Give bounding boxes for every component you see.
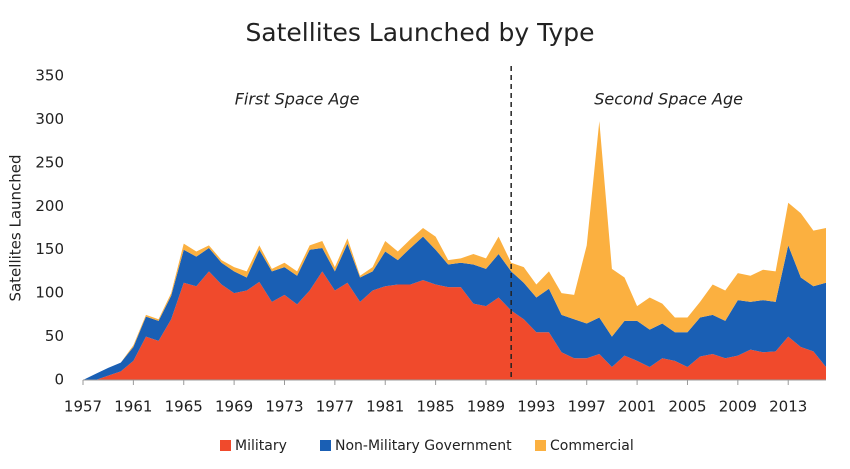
y-tick-label: 0 — [54, 371, 64, 389]
x-tick-label: 1989 — [467, 398, 505, 416]
x-tick-label: 1957 — [64, 398, 102, 416]
y-tick-label: 300 — [35, 110, 64, 128]
x-tick-label: 1969 — [215, 398, 253, 416]
legend-swatch — [320, 440, 331, 451]
x-tick-label: 1965 — [165, 398, 203, 416]
y-tick-label: 250 — [35, 153, 64, 171]
area — [83, 121, 826, 380]
x-tick-label: 2013 — [769, 398, 807, 416]
x-tick-label: 2001 — [618, 398, 656, 416]
y-axis-label: Satellites Launched — [7, 154, 25, 301]
legend-swatch — [220, 440, 231, 451]
y-tick-label: 200 — [35, 197, 64, 215]
legend-label: Commercial — [550, 438, 634, 454]
area — [83, 271, 826, 380]
x-tick-label: 1961 — [114, 398, 152, 416]
legend-label: Non-Military Government — [335, 438, 512, 454]
y-tick-label: 50 — [45, 327, 64, 345]
y-tick-label: 350 — [35, 67, 64, 85]
x-tick-label: 2005 — [668, 398, 706, 416]
legend-label: Military — [235, 438, 287, 454]
x-tick-label: 2009 — [719, 398, 757, 416]
annotation: Second Space Age — [594, 90, 743, 109]
x-tick-label: 1981 — [366, 398, 404, 416]
y-tick-label: 100 — [35, 284, 64, 302]
legend-swatch — [535, 440, 546, 451]
annotation: First Space Age — [235, 90, 360, 109]
x-tick-label: 1997 — [568, 398, 606, 416]
x-tick-label: 1973 — [265, 398, 303, 416]
x-tick-label: 1985 — [417, 398, 455, 416]
x-tick-label: 1993 — [517, 398, 555, 416]
chart-title: Satellites Launched by Type — [245, 18, 594, 47]
area — [83, 236, 826, 380]
y-tick-label: 150 — [35, 240, 64, 258]
x-tick-label: 1977 — [316, 398, 354, 416]
